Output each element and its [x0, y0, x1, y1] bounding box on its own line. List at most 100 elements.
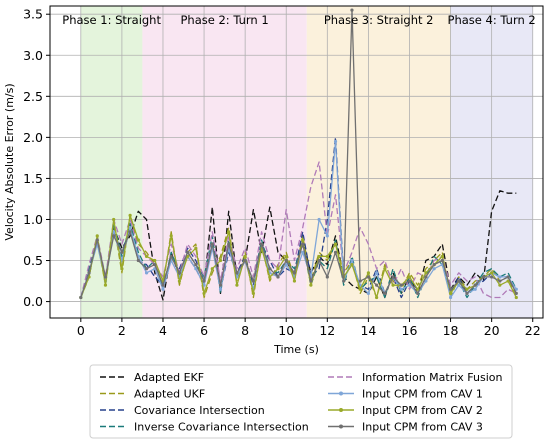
legend-label-input-cpm-from-cav-3: Input CPM from CAV 3: [362, 421, 483, 434]
series-point-input-cpm-from-cav-2: [243, 254, 247, 259]
series-point-input-cpm-from-cav-2: [440, 254, 444, 259]
phase-label-2: Phase 2: Turn 1: [181, 13, 269, 27]
series-point-input-cpm-from-cav-2: [235, 283, 239, 287]
series-point-input-cpm-from-cav-2: [103, 283, 108, 287]
series-point-input-cpm-from-cav-2: [317, 254, 321, 259]
series-point-input-cpm-from-cav-2: [95, 234, 99, 238]
series-point-input-cpm-from-cav-2: [292, 279, 297, 283]
y-tick-label: 2.5: [23, 89, 43, 104]
series-point-input-cpm-from-cav-3: [87, 271, 91, 275]
series-point-input-cpm-from-cav-1: [144, 271, 149, 275]
series-point-input-cpm-from-cav-3: [498, 279, 502, 283]
series-point-input-cpm-from-cav-3: [366, 275, 370, 279]
series-point-input-cpm-from-cav-3: [251, 279, 255, 283]
series-point-input-cpm-from-cav-1: [194, 267, 198, 271]
legend-label-covariance-intersection: Covariance Intersection: [134, 404, 265, 417]
series-point-input-cpm-from-cav-3: [169, 254, 173, 259]
series-point-input-cpm-from-cav-2: [136, 238, 140, 242]
series-point-input-cpm-from-cav-3: [317, 258, 321, 263]
series-point-input-cpm-from-cav-2: [128, 213, 132, 217]
series-point-input-cpm-from-cav-2: [375, 295, 379, 300]
legend: Adapted EKF Adapted UKF Covariance Interse…: [89, 364, 513, 439]
legend-box: [89, 364, 513, 439]
series-point-input-cpm-from-cav-2: [202, 291, 206, 295]
series-point-input-cpm-from-cav-3: [177, 271, 182, 275]
series-point-input-cpm-from-cav-1: [498, 275, 502, 279]
y-tick-label: 1.5: [23, 171, 43, 186]
series-point-input-cpm-from-cav-2: [144, 254, 149, 259]
series-point-input-cpm-from-cav-3: [309, 279, 313, 283]
series-point-input-cpm-from-cav-3: [432, 263, 436, 267]
x-tick-label: 12: [319, 323, 335, 338]
series-point-input-cpm-from-cav-2: [210, 267, 214, 271]
legend-marker-input-cpm-from-cav-1: [339, 391, 343, 396]
series-point-input-cpm-from-cav-3: [399, 283, 403, 287]
series-point-input-cpm-from-cav-3: [161, 283, 165, 287]
y-tick-label: 0.0: [23, 294, 43, 309]
series-line-information-matrix-fusion: [80, 161, 517, 299]
series-point-input-cpm-from-cav-3: [391, 275, 395, 279]
series-point-input-cpm-from-cav-1: [366, 291, 370, 295]
series-point-input-cpm-from-cav-3: [292, 271, 297, 275]
series-point-input-cpm-from-cav-3: [342, 279, 346, 283]
series-point-input-cpm-from-cav-3: [284, 258, 288, 263]
series-point-input-cpm-from-cav-2: [383, 267, 387, 271]
series-point-input-cpm-from-cav-2: [227, 230, 231, 234]
series-point-input-cpm-from-cav-3: [144, 267, 149, 271]
axis-ticks: 0 2 4 6 8 10 12 14 16 18 20 22 0.0 0.5 1.0 1.5 2.0 2.5 3.0…: [23, 7, 541, 338]
y-tick-label: 0.5: [23, 253, 43, 268]
legend-marker-input-cpm-from-cav-3: [339, 424, 343, 429]
series-point-input-cpm-from-cav-2: [301, 238, 305, 242]
series-point-input-cpm-from-cav-3: [243, 258, 247, 263]
series-point-input-cpm-from-cav-2: [325, 254, 329, 259]
series-point-input-cpm-from-cav-1: [301, 250, 305, 254]
series-point-input-cpm-from-cav-3: [490, 275, 494, 279]
series-point-input-cpm-from-cav-3: [128, 230, 132, 234]
series-point-input-cpm-from-cav-2: [169, 234, 173, 238]
series-point-input-cpm-from-cav-2: [309, 283, 313, 287]
series-point-input-cpm-from-cav-1: [473, 287, 477, 291]
series-point-input-cpm-from-cav-2: [153, 258, 157, 263]
series-point-input-cpm-from-cav-1: [448, 295, 453, 300]
x-tick-label: 18: [443, 323, 459, 338]
x-axis-label: Time (s): [273, 343, 319, 356]
series-point-input-cpm-from-cav-3: [95, 238, 99, 242]
series-point-input-cpm-from-cav-2: [490, 271, 494, 275]
x-tick-label: 22: [525, 323, 541, 338]
y-axis-label: Velocity Absolute Error (m/s): [3, 83, 16, 240]
x-tick-label: 10: [278, 323, 294, 338]
series-point-input-cpm-from-cav-2: [194, 246, 198, 250]
series-point-input-cpm-from-cav-2: [177, 279, 182, 283]
series-point-input-cpm-from-cav-2: [465, 287, 469, 291]
series-point-input-cpm-from-cav-3: [383, 291, 387, 295]
series-point-input-cpm-from-cav-1: [317, 217, 321, 222]
series-point-input-cpm-from-cav-1: [375, 271, 379, 275]
series-point-input-cpm-from-cav-2: [407, 275, 412, 279]
series-point-input-cpm-from-cav-3: [136, 258, 140, 263]
x-tick-label: 8: [241, 323, 249, 338]
series-point-input-cpm-from-cav-3: [416, 291, 420, 295]
series-point-input-cpm-from-cav-3: [194, 263, 198, 267]
series-point-input-cpm-from-cav-1: [432, 267, 436, 271]
x-tick-label: 16: [402, 323, 418, 338]
x-tick-label: 20: [484, 323, 500, 338]
series-point-input-cpm-from-cav-3: [259, 242, 264, 246]
series-point-input-cpm-from-cav-3: [481, 275, 486, 279]
series-point-input-cpm-from-cav-1: [399, 287, 403, 291]
series-point-input-cpm-from-cav-3: [407, 279, 412, 283]
series-point-input-cpm-from-cav-2: [366, 271, 370, 275]
series-point-input-cpm-from-cav-2: [218, 258, 223, 263]
legend-label-adapted-ekf: Adapted EKF: [134, 371, 204, 384]
phase-labels: Phase 1: Straight Phase 2: Turn 1 Phase 3:…: [62, 13, 535, 27]
series-lines: [79, 8, 518, 301]
series-point-input-cpm-from-cav-1: [350, 258, 354, 263]
legend-label-input-cpm-from-cav-2: Input CPM from CAV 2: [362, 404, 483, 417]
series-point-input-cpm-from-cav-3: [202, 279, 206, 283]
series-point-input-cpm-from-cav-3: [235, 271, 239, 275]
series-point-input-cpm-from-cav-3: [186, 250, 190, 254]
series-point-input-cpm-from-cav-1: [407, 283, 412, 287]
series-point-input-cpm-from-cav-3: [103, 275, 108, 279]
y-tick-label: 3.5: [23, 7, 43, 22]
series-point-input-cpm-from-cav-2: [251, 291, 255, 295]
